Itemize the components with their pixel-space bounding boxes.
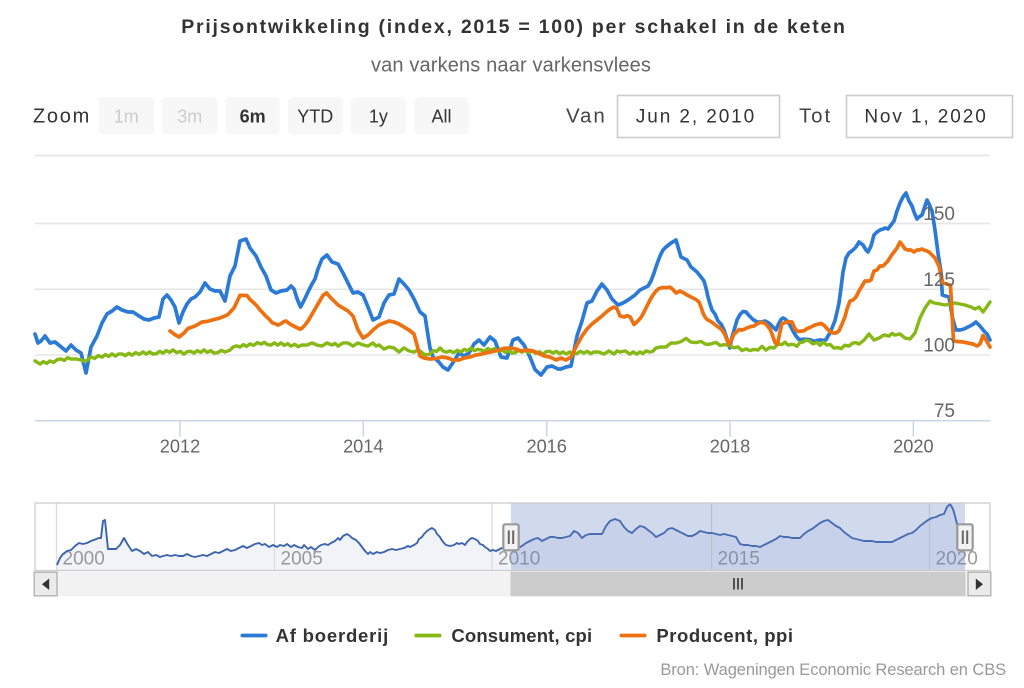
svg-text:Van: Van [566, 105, 607, 128]
svg-text:2012: 2012 [160, 437, 200, 457]
svg-text:6m: 6m [240, 107, 266, 127]
svg-text:Af boerderij: Af boerderij [276, 625, 389, 646]
svg-text:75: 75 [934, 401, 955, 422]
svg-text:Consument, cpi: Consument, cpi [451, 625, 592, 646]
svg-text:Tot: Tot [799, 105, 832, 128]
svg-text:van varkens naar varkensvlees: van varkens naar varkensvlees [371, 55, 651, 77]
svg-text:3m: 3m [177, 107, 202, 127]
svg-text:2000: 2000 [63, 549, 105, 570]
svg-text:2005: 2005 [281, 549, 323, 570]
svg-text:2020: 2020 [893, 437, 933, 457]
svg-text:2016: 2016 [526, 437, 566, 457]
svg-text:100: 100 [923, 336, 955, 357]
svg-text:1y: 1y [369, 107, 388, 127]
svg-text:Jun 2, 2010: Jun 2, 2010 [636, 107, 756, 128]
svg-text:2018: 2018 [710, 437, 750, 457]
svg-text:Zoom: Zoom [33, 106, 91, 128]
svg-text:Bron: Wageningen Economic Rese: Bron: Wageningen Economic Research en CB… [660, 661, 1006, 679]
svg-text:Prijsontwikkeling (index, 2015: Prijsontwikkeling (index, 2015 = 100) pe… [181, 16, 846, 38]
svg-text:2014: 2014 [343, 437, 383, 457]
svg-text:2010: 2010 [498, 549, 540, 570]
svg-text:YTD: YTD [297, 107, 333, 127]
svg-text:2020: 2020 [936, 549, 978, 570]
svg-text:2015: 2015 [718, 549, 760, 570]
svg-text:All: All [431, 107, 451, 127]
svg-text:Producent, ppi: Producent, ppi [656, 625, 793, 646]
svg-text:1m: 1m [114, 107, 139, 127]
svg-text:Nov 1, 2020: Nov 1, 2020 [864, 107, 987, 128]
svg-text:125: 125 [923, 270, 955, 291]
svg-text:150: 150 [923, 204, 955, 225]
